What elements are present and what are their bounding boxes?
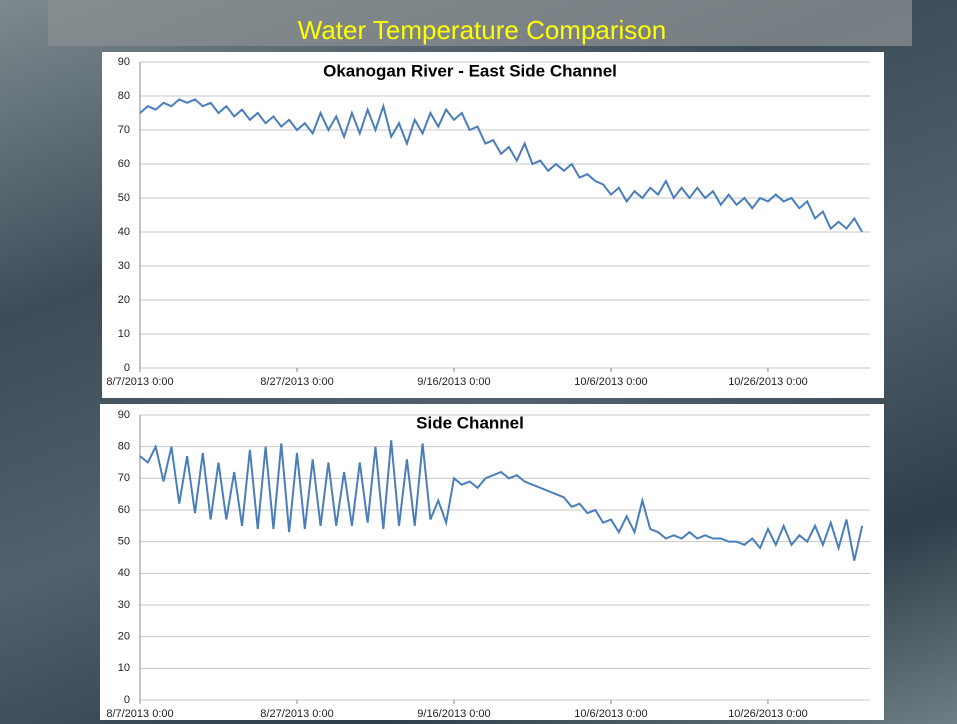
y-tick-label: 90 xyxy=(118,56,130,68)
x-tick-label: 8/7/2013 0:00 xyxy=(106,376,173,388)
y-tick-label: 30 xyxy=(118,260,130,272)
y-tick-label: 60 xyxy=(118,504,130,516)
x-tick-label: 10/6/2013 0:00 xyxy=(574,708,647,720)
chart-title: Side Channel xyxy=(416,413,524,432)
y-tick-label: 50 xyxy=(118,192,130,204)
y-tick-label: 0 xyxy=(124,694,130,706)
y-tick-label: 60 xyxy=(118,158,130,170)
x-tick-label: 10/26/2013 0:00 xyxy=(728,708,808,720)
y-tick-label: 10 xyxy=(118,662,130,674)
y-tick-label: 20 xyxy=(118,294,130,306)
y-tick-label: 80 xyxy=(118,441,130,453)
y-tick-label: 50 xyxy=(118,536,130,548)
x-tick-label: 9/16/2013 0:00 xyxy=(417,376,490,388)
y-tick-label: 80 xyxy=(118,90,130,102)
y-tick-label: 70 xyxy=(118,472,130,484)
chart-background xyxy=(100,404,884,720)
x-tick-label: 10/26/2013 0:00 xyxy=(728,376,808,388)
x-tick-label: 9/16/2013 0:00 xyxy=(417,708,490,720)
slide-canvas: Water Temperature Comparison 0 10 20 30 40 50… xyxy=(0,0,957,724)
slide: Water Temperature Comparison 0 10 20 30 40 50… xyxy=(0,0,957,724)
slide-title: Water Temperature Comparison xyxy=(298,15,666,45)
y-tick-label: 40 xyxy=(118,226,130,238)
chart-title: Okanogan River - East Side Channel xyxy=(323,61,617,80)
chart-background xyxy=(102,52,884,398)
x-tick-label: 8/7/2013 0:00 xyxy=(106,708,173,720)
y-tick-label: 20 xyxy=(118,631,130,643)
x-tick-label: 10/6/2013 0:00 xyxy=(574,376,647,388)
y-tick-label: 40 xyxy=(118,567,130,579)
y-tick-label: 70 xyxy=(118,124,130,136)
y-tick-label: 10 xyxy=(118,328,130,340)
y-tick-label: 90 xyxy=(118,409,130,421)
x-tick-label: 8/27/2013 0:00 xyxy=(260,708,333,720)
y-tick-label: 0 xyxy=(124,362,130,374)
x-tick-label: 8/27/2013 0:00 xyxy=(260,376,333,388)
y-tick-label: 30 xyxy=(118,599,130,611)
